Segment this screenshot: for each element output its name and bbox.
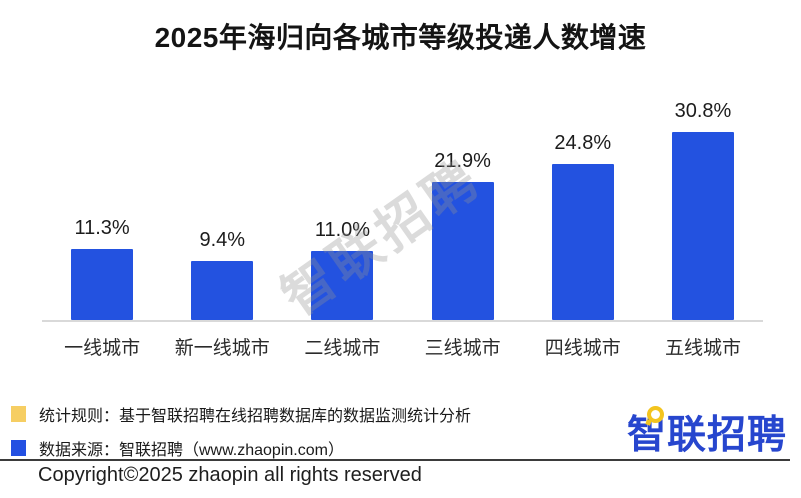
x-axis-label: 二线城市 [304, 338, 381, 359]
x-axis-label: 五线城市 [664, 338, 741, 359]
x-axis-line [42, 320, 763, 322]
bar-column: 30.8% [643, 100, 763, 320]
bar-column: 11.3% [42, 100, 162, 320]
bar-value-label: 11.0% [314, 219, 371, 241]
bar[interactable] [311, 251, 374, 320]
blue-swatch-icon [11, 440, 26, 456]
bar-value-label: 9.4% [199, 229, 246, 251]
bar[interactable] [551, 164, 614, 320]
bar-column: 21.9% [403, 100, 523, 320]
x-axis-label: 新一线城市 [174, 338, 270, 359]
bar[interactable] [671, 132, 734, 320]
copyright-text: Copyright©2025 zhaopin all rights reserv… [38, 464, 422, 486]
bar-value-label: 21.9% [434, 150, 491, 172]
x-axis-labels: 一线城市 新一线城市 二线城市 三线城市 四线城市 五线城市 [42, 333, 763, 360]
yellow-swatch-icon [11, 406, 26, 422]
bar[interactable] [431, 182, 494, 320]
footer-legend: 统计规则：基于智联招聘在线招聘数据库的数据监测统计分析 数据来源：智联招聘（ww… [11, 402, 471, 460]
legend-row-rules: 统计规则：基于智联招聘在线招聘数据库的数据监测统计分析 [11, 402, 471, 426]
bar-value-label: 24.8% [554, 132, 612, 154]
x-axis-label: 一线城市 [64, 338, 141, 359]
bar[interactable] [71, 249, 134, 320]
logo-yellow-ring-icon [647, 406, 664, 423]
bar-value-label: 11.3% [74, 217, 130, 239]
legend-rules-text: 统计规则：基于智联招聘在线招聘数据库的数据监测统计分析 [39, 408, 472, 425]
legend-source-text: 数据来源：智联招聘（www.zhaopin.com） [39, 442, 344, 459]
bar[interactable] [191, 261, 254, 320]
bar-value-label: 30.8% [674, 100, 732, 122]
bar-column: 11.0% [282, 100, 402, 320]
bars-row: 11.3% 9.4% 11.0% 21.9% 24.8% 30.8% [42, 100, 763, 320]
legend-row-source: 数据来源：智联招聘（www.zhaopin.com） [11, 436, 471, 460]
chart-title: 2025年海归向各城市等级投递人数增速 [154, 22, 647, 53]
zhaopin-logo: 智联招聘 [627, 404, 787, 460]
bar-column: 9.4% [162, 100, 282, 320]
bar-column: 24.8% [523, 100, 643, 320]
x-axis-label: 三线城市 [424, 338, 501, 359]
x-axis-label: 四线城市 [544, 338, 621, 359]
footer-divider [0, 459, 790, 461]
